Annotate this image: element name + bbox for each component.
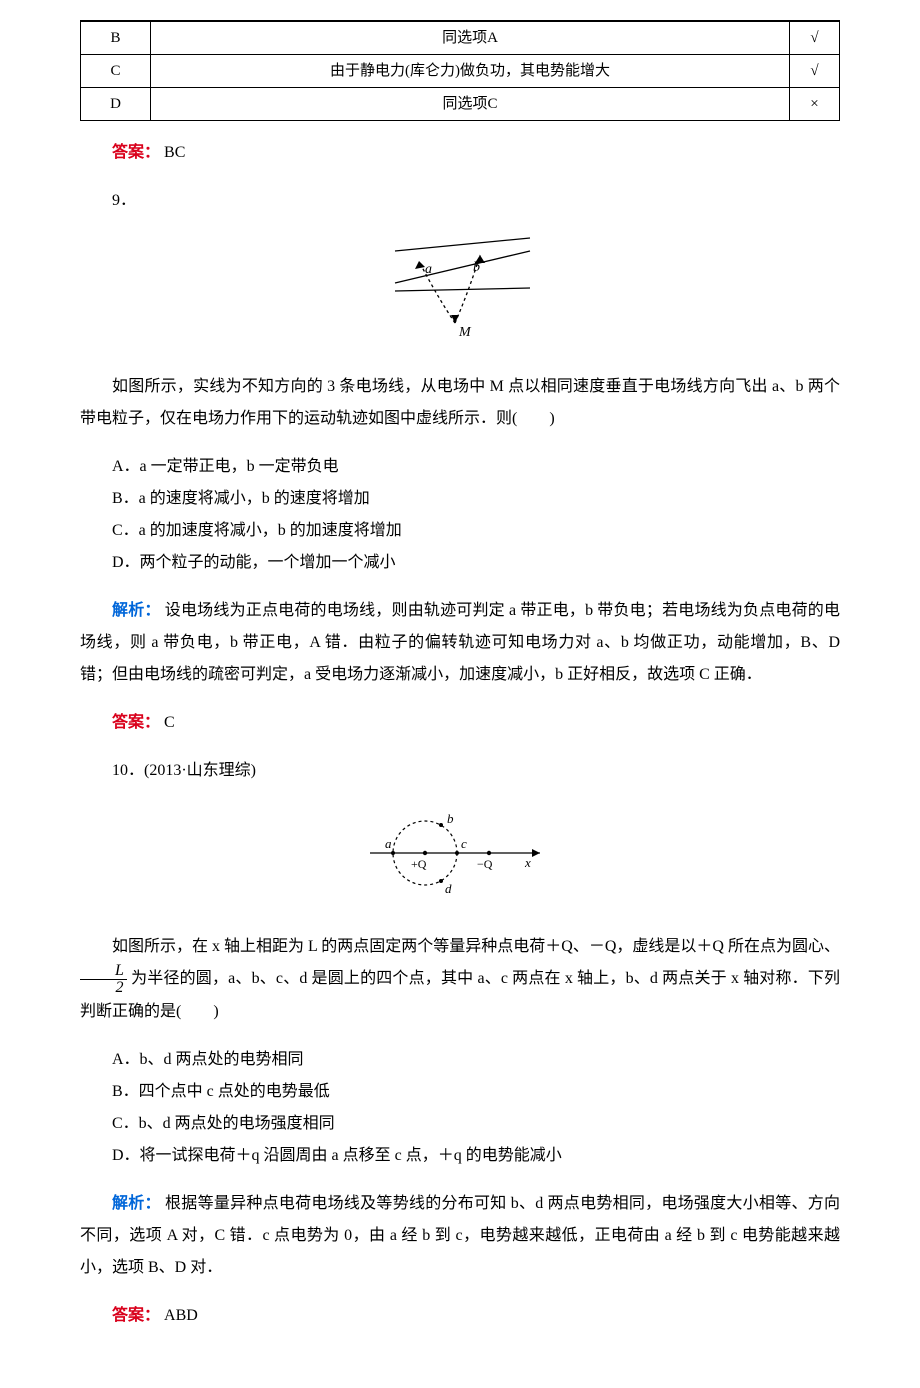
question-10-body: 如图所示，在 x 轴上相距为 L 的两点固定两个等量异种点电荷＋Q、－Q，虚线是… [80, 931, 840, 1028]
table-cell-desc: 同选项C [151, 88, 790, 121]
answer-8: 答案： BC [80, 137, 840, 169]
analysis-text: 设电场线为正点电荷的电场线，则由轨迹可判定 a 带正电，b 带负电；若电场线为负… [80, 602, 840, 683]
q10-body-after: 为半径的圆，a、b、c、d 是圆上的四个点，其中 a、c 两点在 x 轴上，b、… [80, 970, 840, 1020]
answer-10: 答案： ABD [80, 1300, 840, 1332]
q10-body-before: 如图所示，在 x 轴上相距为 L 的两点固定两个等量异种点电荷＋Q、－Q，虚线是… [112, 938, 840, 955]
svg-text:a: a [425, 262, 432, 277]
analysis-text: 根据等量异种点电荷电场线及等势线的分布可知 b、d 两点电势相同，电场强度大小相… [80, 1195, 840, 1276]
answer-label: 答案： [112, 1307, 160, 1324]
svg-text:b: b [447, 811, 454, 826]
table-cell-desc: 同选项A [151, 22, 790, 55]
option-10C: C．b、d 两点处的电场强度相同 [80, 1108, 840, 1140]
analysis-label: 解析： [112, 602, 161, 619]
table-cell-opt: C [81, 55, 151, 88]
question-number-9: 9． [80, 185, 840, 217]
option-table: B 同选项A √ C 由于静电力(库仑力)做负功，其电势能增大 √ D 同选项C… [80, 21, 840, 121]
svg-text:+Q: +Q [411, 857, 427, 871]
svg-text:a: a [385, 836, 392, 851]
question-9-body: 如图所示，实线为不知方向的 3 条电场线，从电场中 M 点以相同速度垂直于电场线… [80, 371, 840, 435]
table-cell-mark: × [790, 88, 840, 121]
answer-9: 答案： C [80, 707, 840, 739]
analysis-9: 解析： 设电场线为正点电荷的电场线，则由轨迹可判定 a 带正电，b 带负电；若电… [80, 595, 840, 691]
figure-q9: a b M [80, 233, 840, 355]
option-10D: D．将一试探电荷＋q 沿圆周由 a 点移至 c 点，＋q 的电势能减小 [80, 1140, 840, 1172]
option-9B: B．a 的速度将减小，b 的速度将增加 [80, 483, 840, 515]
two-charges-diagram: a b c d +Q −Q x [365, 803, 555, 903]
table-row: D 同选项C × [81, 88, 840, 121]
table-cell-mark: √ [790, 55, 840, 88]
table-cell-desc: 由于静电力(库仑力)做负功，其电势能增大 [151, 55, 790, 88]
answer-label: 答案： [112, 714, 160, 731]
fraction-L-over-2: L 2 [80, 963, 127, 996]
table-row: C 由于静电力(库仑力)做负功，其电势能增大 √ [81, 55, 840, 88]
analysis-10: 解析： 根据等量异种点电荷电场线及等势线的分布可知 b、d 两点电势相同，电场强… [80, 1188, 840, 1284]
answer-label: 答案： [112, 144, 160, 161]
svg-text:x: x [524, 855, 531, 870]
svg-text:c: c [461, 836, 467, 851]
fraction-den: 2 [80, 980, 127, 996]
table-cell-mark: √ [790, 22, 840, 55]
table-row: B 同选项A √ [81, 22, 840, 55]
analysis-label: 解析： [112, 1195, 161, 1212]
svg-text:b: b [473, 260, 480, 275]
option-9A: A．a 一定带正电，b 一定带负电 [80, 451, 840, 483]
svg-text:M: M [458, 325, 472, 340]
page: B 同选项A √ C 由于静电力(库仑力)做负功，其电势能增大 √ D 同选项C… [80, 0, 840, 1388]
question-number-10: 10．(2013·山东理综) [80, 755, 840, 787]
option-9D: D．两个粒子的动能，一个增加一个减小 [80, 547, 840, 579]
option-10B: B．四个点中 c 点处的电势最低 [80, 1076, 840, 1108]
table-cell-opt: B [81, 22, 151, 55]
figure-q10: a b c d +Q −Q x [80, 803, 840, 915]
field-lines-diagram: a b M [385, 233, 535, 343]
fraction-num: L [80, 963, 127, 980]
answer-value: ABD [164, 1307, 198, 1324]
svg-text:−Q: −Q [477, 857, 493, 871]
option-10A: A．b、d 两点处的电势相同 [80, 1044, 840, 1076]
svg-text:d: d [445, 881, 452, 896]
table-cell-opt: D [81, 88, 151, 121]
answer-value: C [164, 714, 175, 731]
answer-value: BC [164, 144, 185, 161]
option-9C: C．a 的加速度将减小，b 的加速度将增加 [80, 515, 840, 547]
